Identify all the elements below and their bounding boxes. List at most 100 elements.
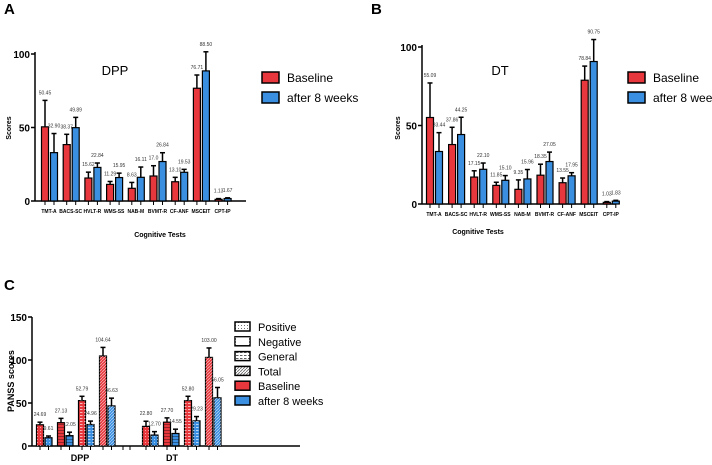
after-bar-bvmt-r [158,160,167,202]
baseline-bar-tmt-a [40,126,50,202]
after-bar-nab-m [136,176,145,202]
data-label: 27.05 [543,142,556,148]
legend-label: Baseline [258,381,300,393]
data-label: 88.50 [200,42,213,48]
after-bar-cpt-ip [223,197,232,202]
bar-pattern-general [193,420,200,446]
bar-pattern-positive [36,424,44,446]
data-label: 18.35 [534,154,547,160]
data-label: 11.85 [490,172,502,178]
data-label: 17.15 [468,161,481,167]
category-label: MSCEIT [579,212,598,218]
bar-pattern-total [99,356,107,446]
data-label: 22.84 [91,153,104,159]
y-tick-label: 0 [24,197,30,208]
after-bar-msceit [201,70,210,202]
y-tick-label: 0 [21,442,27,453]
panel-letter-B: B [371,1,382,18]
bar-pattern-total [214,397,221,446]
data-label: 1.67 [223,188,233,194]
data-label: 16.11 [135,157,147,163]
legend-swatch-baseline [627,71,646,84]
baseline-bar-hvlt-r [470,176,479,205]
legend-label: Negative [258,337,301,349]
data-label: 27.70 [161,408,174,414]
after-bar-tmt-a [434,150,444,205]
data-label: 12.70 [148,422,161,428]
data-label: 14.55 [169,419,182,425]
baseline-bar-wms-ss [105,183,115,202]
category-label: WMS-SS [490,212,511,218]
legend-swatch-after [261,91,280,104]
bar-pattern-negative [172,433,179,446]
after-bar-wms-ss [114,176,124,202]
category-label: MSCEIT [191,209,210,215]
baseline-bar-wms-ss [492,184,501,205]
legend-pattern [235,366,250,376]
group-label: DT [166,453,178,463]
chart-title: DPP [102,63,129,78]
legend-swatch-after [627,91,646,104]
category-label: BACS-SC [59,209,82,215]
x-axis-label: Cognitive Tests [134,232,186,239]
category-label: NAB-M [127,209,144,215]
legend-label: Baseline [287,71,333,85]
bar-pattern-negative [66,435,73,446]
data-label: 49.89 [69,107,82,113]
data-label: 52.79 [76,386,89,392]
data-label: 46.63 [105,388,118,394]
legend-swatch-after-8-weeks [234,395,251,406]
category-label: BVMT-R [535,212,555,218]
category-label: CF-ANF [557,212,576,218]
y-tick-label: 50 [406,122,418,133]
after-bar-hvlt-r [479,168,488,205]
data-label: 38.37 [60,124,73,130]
data-label: 78.84 [578,56,591,62]
data-label: 37.86 [446,117,459,123]
bar-pattern-total [108,405,115,446]
baseline-bar-cpt-ip [602,201,611,205]
legend-swatch-baseline [234,380,251,391]
data-label: 22.80 [140,411,153,417]
after-bar-msceit [589,60,598,205]
baseline-bar-nab-m [514,188,523,205]
data-label: 12.05 [63,422,76,428]
legend-pattern [235,336,250,346]
bar-pattern-general [87,424,94,446]
data-label: 11.29 [104,171,116,177]
group-label: DPP [71,453,90,463]
after-bar-cpt-ip [611,200,620,205]
baseline-bar-hvlt-r [84,177,93,202]
after-bar-tmt-a [49,152,59,202]
legend-pattern [235,351,250,361]
data-label: 1.13 [214,189,224,195]
data-label: 29.23 [190,407,203,413]
y-axis-label: Scores [395,116,402,139]
x-axis-label: Cognitive Tests [452,229,504,236]
baseline-bar-tmt-a [425,116,435,205]
legend-label: after 8 weeks [258,396,324,408]
after-bar-bvmt-r [545,160,554,205]
data-label: 1.03 [602,192,612,198]
category-label: NAB-M [514,212,531,218]
y-tick-label: 150 [10,313,27,324]
y-tick-label: 100 [400,43,417,54]
data-label: 27.13 [55,408,68,414]
data-label: 56.05 [211,377,224,383]
after-bar-cf-anf [180,171,189,202]
category-label: CF-ANF [170,209,189,215]
after-bar-nab-m [523,178,532,205]
bar-pattern-positive [151,435,158,446]
data-label: 9.35 [514,170,524,176]
data-label: 55.09 [424,73,437,79]
after-bar-cf-anf [567,175,576,205]
y-axis-label: PANSS scores [6,350,16,412]
data-label: 17.0 [149,156,159,162]
data-label: 26.84 [156,143,169,149]
data-label: 22.10 [477,153,490,159]
data-label: 103.00 [201,338,217,344]
legend-swatch-baseline [261,71,280,84]
after-bar-hvlt-r [93,166,102,202]
after-bar-wms-ss [501,179,510,205]
category-label: WMS-SS [104,209,125,215]
